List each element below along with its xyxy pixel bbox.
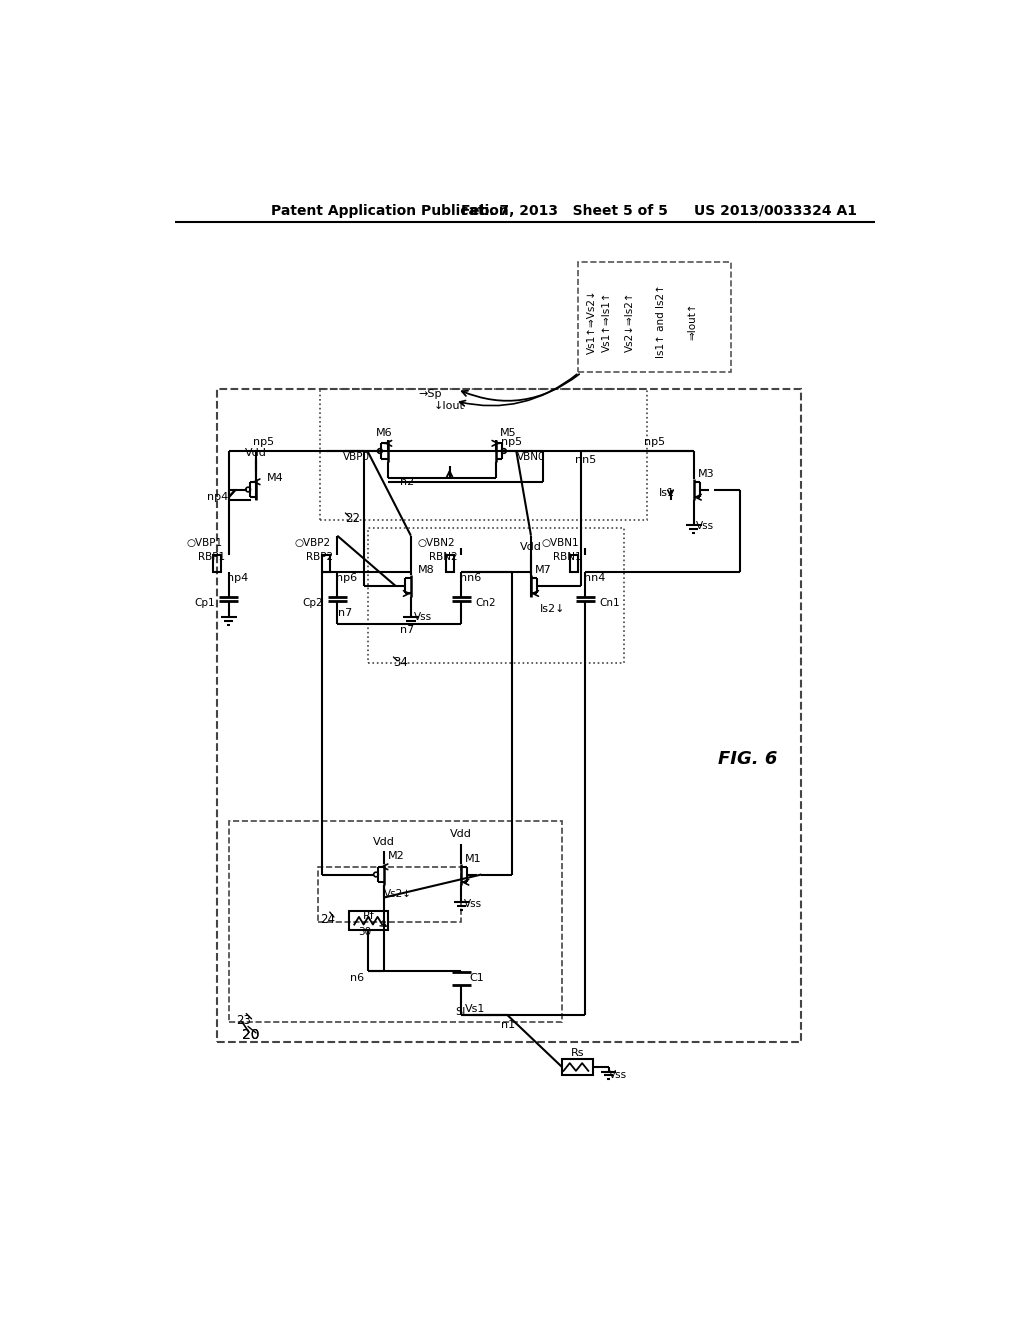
Text: nn5: nn5	[574, 455, 596, 465]
Text: Is2↓: Is2↓	[540, 603, 565, 614]
Text: np5: np5	[253, 437, 274, 446]
Text: Vss: Vss	[464, 899, 482, 908]
Text: Cp1: Cp1	[195, 598, 215, 607]
Text: M7: M7	[535, 565, 552, 576]
Bar	[369, 528, 624, 663]
Text: SL: SL	[456, 1007, 469, 1016]
Text: ○VBP2: ○VBP2	[295, 539, 331, 548]
Bar	[228, 821, 562, 1022]
Text: n7: n7	[338, 607, 352, 618]
Bar	[213, 554, 221, 572]
Text: ⇒Iout↑: ⇒Iout↑	[687, 302, 697, 341]
Text: M3: M3	[697, 469, 715, 479]
Text: Patent Application Publication: Patent Application Publication	[271, 203, 509, 218]
Text: RBN2: RBN2	[429, 552, 458, 562]
Text: Vs2↓: Vs2↓	[384, 888, 412, 899]
Bar	[321, 389, 647, 520]
Text: np5: np5	[644, 437, 666, 446]
Text: n1: n1	[501, 1019, 515, 1030]
Bar	[445, 554, 454, 572]
Text: np6: np6	[336, 573, 357, 583]
Text: Vdd: Vdd	[451, 829, 472, 840]
Text: RBP1: RBP1	[198, 552, 225, 562]
Text: 23: 23	[237, 1014, 251, 1027]
Text: 34: 34	[393, 656, 408, 669]
Text: Vs2↓⇒Is2↑: Vs2↓⇒Is2↑	[626, 290, 635, 351]
Text: M4: M4	[267, 473, 284, 483]
Text: n6: n6	[349, 973, 364, 983]
Text: n7: n7	[400, 624, 414, 635]
Bar	[317, 867, 461, 923]
Text: Vdd: Vdd	[245, 447, 267, 458]
Text: M8: M8	[418, 565, 435, 576]
Text: C1: C1	[469, 973, 484, 983]
Text: np4: np4	[208, 492, 228, 502]
Text: 30: 30	[357, 927, 371, 937]
Text: Rf: Rf	[362, 911, 374, 921]
Text: FIG. 6: FIG. 6	[718, 750, 777, 768]
Text: Is1↑ and Is2↑: Is1↑ and Is2↑	[656, 284, 667, 358]
Text: RBN1: RBN1	[553, 552, 582, 562]
Bar	[322, 554, 330, 572]
Text: np4: np4	[227, 573, 249, 583]
Text: Cn2: Cn2	[475, 598, 496, 607]
Text: 24: 24	[321, 912, 335, 925]
Text: →Sp: →Sp	[419, 389, 442, 399]
Text: Cp2: Cp2	[303, 598, 324, 607]
Text: Vs1: Vs1	[465, 1005, 485, 1014]
Bar	[569, 554, 578, 572]
Text: Vss: Vss	[608, 1069, 627, 1080]
Text: 22: 22	[345, 512, 360, 525]
Bar	[217, 389, 801, 1043]
Text: Vs1↑⇒Is1↑: Vs1↑⇒Is1↑	[602, 290, 612, 351]
Bar	[578, 263, 731, 372]
Text: n2: n2	[400, 477, 414, 487]
Text: RBP2: RBP2	[306, 552, 334, 562]
Text: 20: 20	[242, 1028, 259, 1041]
Text: Cn1: Cn1	[599, 598, 620, 607]
Text: Vdd: Vdd	[373, 837, 394, 847]
Text: M1: M1	[465, 854, 481, 865]
Text: Vdd: Vdd	[520, 543, 542, 552]
Text: VBN0: VBN0	[517, 453, 545, 462]
Bar	[349, 911, 388, 929]
Text: np5: np5	[501, 437, 522, 446]
Text: Vss: Vss	[414, 611, 431, 622]
Text: nn4: nn4	[584, 573, 605, 583]
Text: 20: 20	[242, 1028, 259, 1041]
Text: Vs1↑⇒Vs2↓: Vs1↑⇒Vs2↓	[587, 289, 596, 354]
Text: ○VBP1: ○VBP1	[186, 539, 222, 548]
Text: ○VBN1: ○VBN1	[542, 539, 579, 548]
Text: US 2013/0033324 A1: US 2013/0033324 A1	[693, 203, 857, 218]
Text: ↓Iout: ↓Iout	[434, 401, 465, 412]
Text: Vss: Vss	[696, 521, 715, 532]
Text: VBP0: VBP0	[343, 453, 370, 462]
Text: M5: M5	[500, 428, 517, 437]
Text: Rs: Rs	[570, 1048, 585, 1059]
Text: Feb. 7, 2013   Sheet 5 of 5: Feb. 7, 2013 Sheet 5 of 5	[461, 203, 668, 218]
Bar	[562, 1059, 593, 1074]
Text: M6: M6	[376, 428, 392, 437]
Text: ○VBN2: ○VBN2	[418, 539, 455, 548]
Text: nn6: nn6	[460, 573, 481, 583]
Text: Is1: Is1	[658, 488, 675, 499]
Text: M2: M2	[388, 851, 404, 861]
